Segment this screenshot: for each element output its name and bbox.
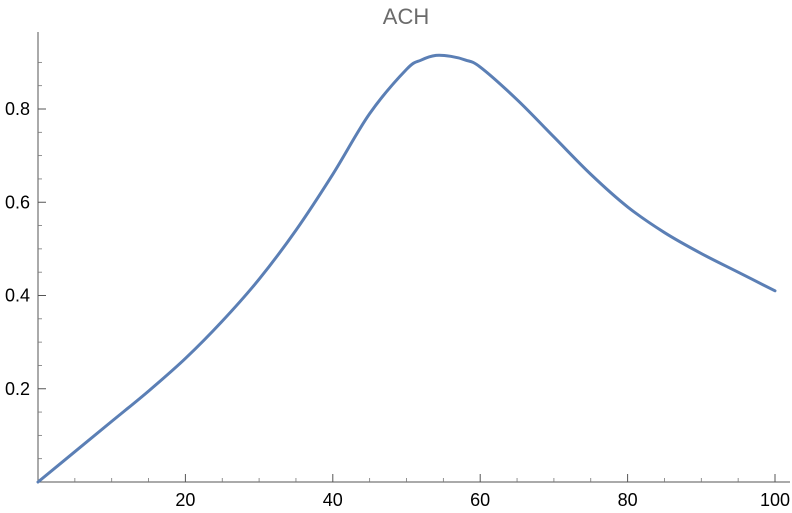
x-tick-label: 100 [760, 490, 790, 510]
x-axis-ticks: 20 40 60 80 100 [74, 474, 790, 510]
x-tick-label: 80 [618, 490, 638, 510]
x-tick-label: 20 [175, 490, 195, 510]
y-tick-label: 0.4 [5, 286, 30, 306]
y-tick-label: 0.8 [5, 99, 30, 119]
chart-title: ACH [383, 4, 429, 29]
y-tick-label: 0.6 [5, 192, 30, 212]
x-tick-label: 40 [323, 490, 343, 510]
y-tick-label: 0.2 [5, 379, 30, 399]
y-axis-ticks: 0.2 0.4 0.6 0.8 [5, 61, 46, 460]
x-tick-label: 60 [470, 490, 490, 510]
series-line [36, 53, 777, 484]
series-layer [36, 53, 777, 484]
